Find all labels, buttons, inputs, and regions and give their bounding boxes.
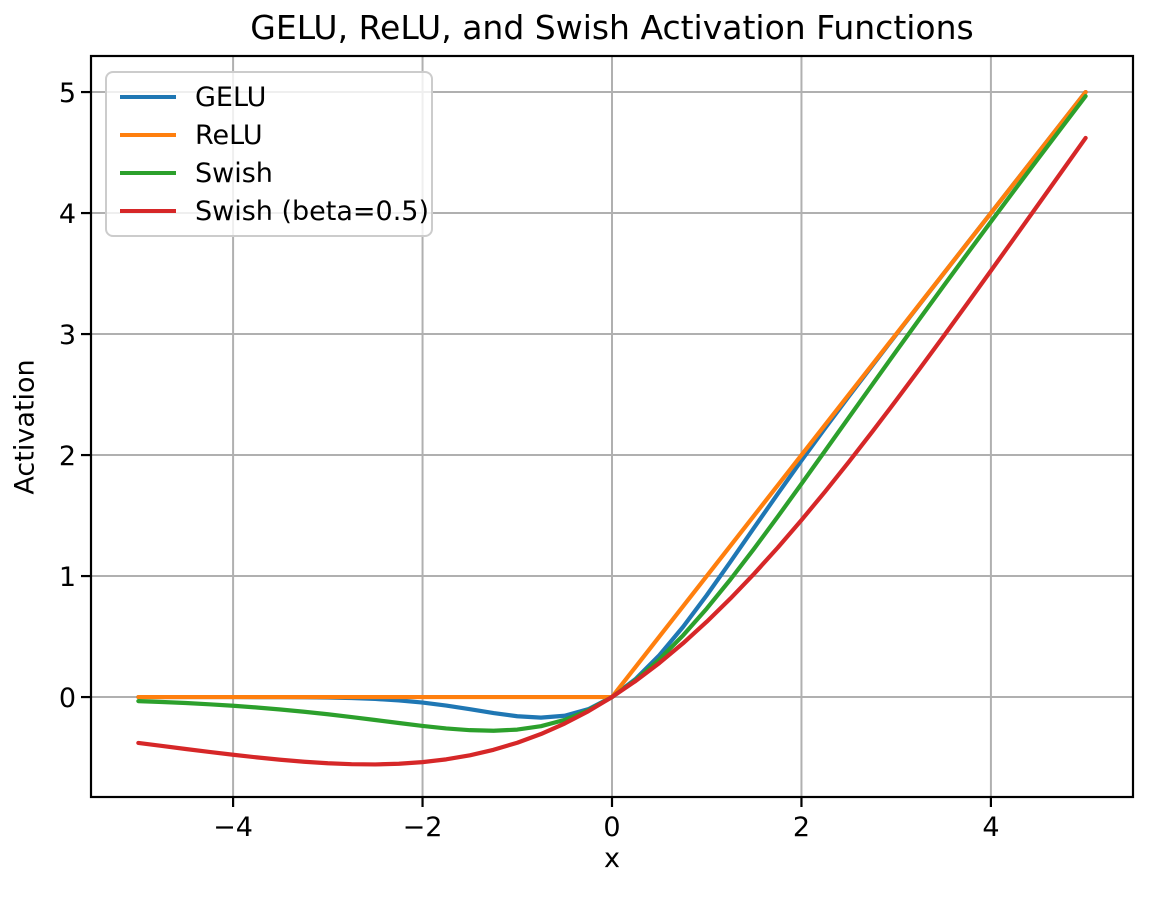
legend-item: Swish (beta=0.5) [107, 196, 431, 227]
y-tick-label: 4 [59, 199, 76, 230]
legend-item: ReLU [107, 120, 431, 151]
legend-label: ReLU [195, 119, 263, 151]
legend-item: GELU [107, 82, 431, 113]
legend-line-sample [120, 95, 176, 99]
series-line-swish-beta-0.5 [136, 135, 1088, 767]
legend-label: Swish [195, 157, 273, 189]
chart-title: GELU, ReLU, and Swish Activation Functio… [250, 8, 974, 47]
x-tick-label: 0 [603, 812, 620, 843]
y-tick-label: 5 [59, 78, 76, 109]
x-tick-label: −4 [213, 812, 253, 843]
x-tick-label: −2 [403, 812, 443, 843]
legend-line-sample [120, 209, 176, 213]
legend-label: GELU [195, 81, 267, 113]
y-tick-label: 3 [59, 320, 76, 351]
legend-line-sample [120, 171, 176, 175]
y-tick-label: 0 [59, 683, 76, 714]
y-tick-label: 2 [59, 441, 76, 472]
legend: GELU ReLU Swish Swish (beta=0.5) [105, 71, 433, 237]
x-tick-label: 2 [793, 812, 810, 843]
legend-label: Swish (beta=0.5) [195, 195, 429, 227]
y-axis-label: Activation [9, 359, 41, 495]
x-axis-label: x [604, 843, 620, 874]
x-tick-label: 4 [982, 812, 999, 843]
legend-line-sample [120, 133, 176, 137]
legend-item: Swish [107, 158, 431, 189]
y-tick-label: 1 [59, 562, 76, 593]
